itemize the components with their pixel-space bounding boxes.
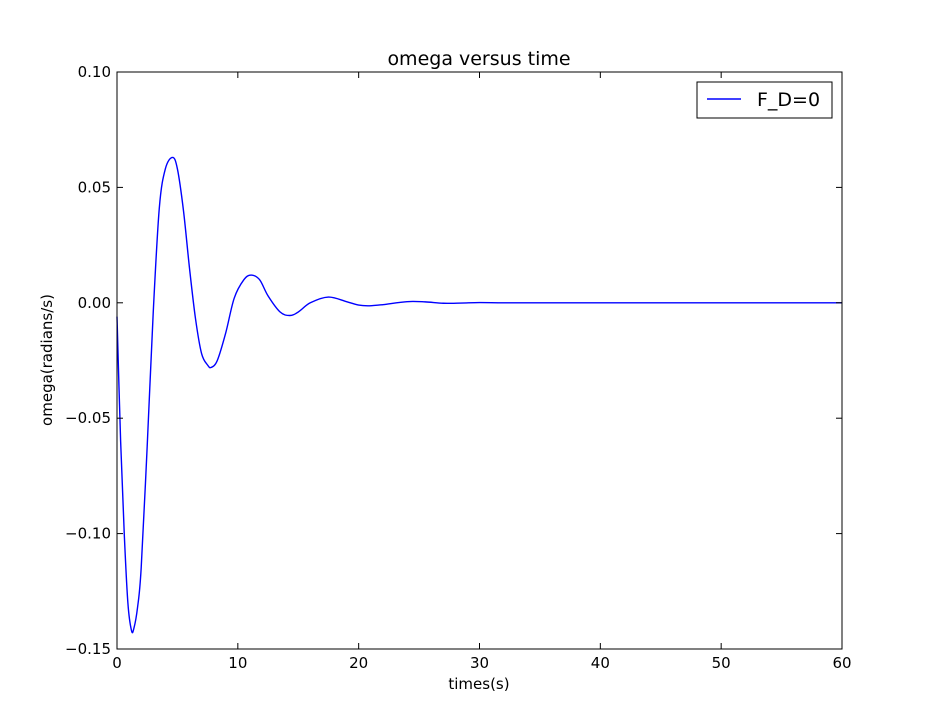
y-tick-label: −0.05	[65, 409, 111, 427]
x-axis-label: times(s)	[448, 675, 509, 693]
x-tick-label: 50	[712, 654, 731, 672]
y-axis-label: omega(radians/s)	[38, 294, 56, 426]
x-tick-label: 20	[349, 654, 368, 672]
chart-title: omega versus time	[387, 48, 570, 70]
x-tick-label: 30	[470, 654, 489, 672]
x-tick-label: 10	[228, 654, 247, 672]
x-axis: 0 10 20 30 40 50 60	[112, 72, 852, 672]
plot-area	[116, 156, 842, 634]
x-tick-label: 0	[112, 654, 122, 672]
legend-label: F_D=0	[757, 89, 820, 111]
y-tick-label: 0.05	[78, 178, 111, 196]
legend-box	[696, 81, 833, 119]
y-tick-label: 0.00	[78, 294, 111, 312]
y-tick-label: 0.10	[78, 63, 111, 81]
series-line-F_D=0	[116, 156, 842, 634]
x-tick-label: 40	[591, 654, 610, 672]
y-axis: −0.15 −0.10 −0.05 0.00 0.05 0.10	[65, 63, 842, 658]
x-tick-label: 60	[832, 654, 851, 672]
y-tick-label: −0.10	[65, 525, 111, 543]
legend: F_D=0	[696, 81, 833, 119]
y-tick-label: −0.15	[65, 640, 111, 658]
